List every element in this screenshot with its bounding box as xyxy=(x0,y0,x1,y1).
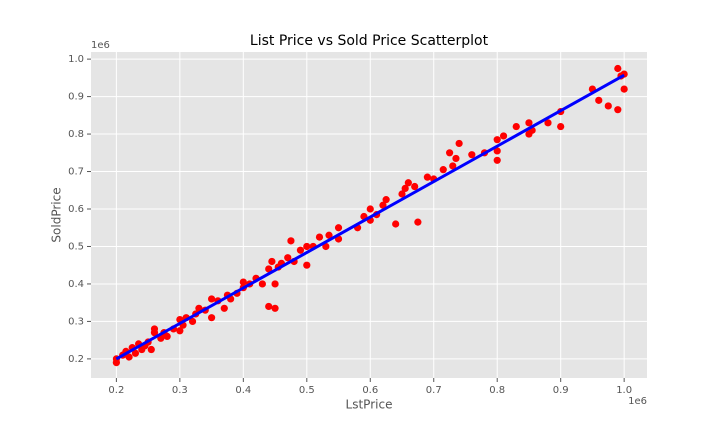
point xyxy=(125,353,133,361)
point xyxy=(271,304,279,312)
point xyxy=(150,325,159,333)
point xyxy=(455,139,463,148)
x-axis-label: LstPrice xyxy=(346,398,393,412)
point xyxy=(446,149,454,157)
point xyxy=(239,278,247,286)
point xyxy=(614,64,622,73)
point xyxy=(207,295,216,303)
point xyxy=(411,182,419,191)
x-tick-label: 0.3 xyxy=(172,385,188,396)
point xyxy=(604,102,612,110)
y-tick-label: 0.9 xyxy=(68,92,84,103)
point xyxy=(525,119,533,127)
point xyxy=(366,205,374,213)
chart-title: List Price vs Sold Price Scatterplot xyxy=(250,33,489,49)
point xyxy=(325,231,333,239)
point xyxy=(163,332,171,341)
point xyxy=(449,162,457,170)
point xyxy=(287,237,295,245)
x-offset-label: 1e6 xyxy=(628,396,647,407)
point xyxy=(131,349,140,357)
point xyxy=(379,201,387,209)
point xyxy=(493,156,501,164)
point xyxy=(296,246,305,254)
x-tick-label: 0.2 xyxy=(108,385,124,396)
y-tick-label: 0.2 xyxy=(68,354,84,365)
point xyxy=(499,132,508,140)
point xyxy=(265,265,273,273)
point xyxy=(265,302,273,311)
point xyxy=(284,254,292,262)
point xyxy=(557,122,565,131)
point xyxy=(176,327,184,335)
point xyxy=(268,257,276,266)
point xyxy=(322,242,330,251)
point xyxy=(398,190,406,198)
fit-line xyxy=(115,73,625,361)
point xyxy=(334,224,343,232)
y-offset-label: 1e6 xyxy=(91,40,110,51)
point xyxy=(595,96,603,104)
y-tick-label: 0.6 xyxy=(68,204,84,215)
point xyxy=(452,154,460,163)
point xyxy=(401,184,409,192)
y-tick-label: 0.8 xyxy=(68,129,84,140)
point xyxy=(620,85,628,93)
point xyxy=(512,122,520,131)
point xyxy=(147,345,155,354)
point xyxy=(493,136,501,144)
x-tick-label: 1.0 xyxy=(616,385,632,396)
y-tick-label: 0.7 xyxy=(68,167,84,178)
point xyxy=(271,280,279,288)
x-tick-label: 0.7 xyxy=(426,385,442,396)
point xyxy=(423,173,431,181)
point xyxy=(493,147,501,155)
x-tick-label: 0.4 xyxy=(235,385,251,396)
point xyxy=(207,314,216,322)
point xyxy=(303,242,311,251)
point xyxy=(468,151,476,159)
y-tick-label: 1.0 xyxy=(68,54,84,65)
point xyxy=(258,280,266,288)
x-tick-label: 0.6 xyxy=(362,385,378,396)
x-tick-label: 0.5 xyxy=(299,385,315,396)
point xyxy=(544,119,552,127)
y-axis-label: SoldPrice xyxy=(50,187,64,242)
point xyxy=(392,220,400,228)
point xyxy=(220,304,228,312)
point xyxy=(614,106,622,114)
x-tick-label: 0.9 xyxy=(553,385,569,396)
point xyxy=(315,233,324,241)
point xyxy=(404,179,412,187)
point xyxy=(382,196,390,204)
y-tick-label: 0.3 xyxy=(68,316,84,327)
y-tick-label: 0.4 xyxy=(68,279,84,290)
point xyxy=(414,218,422,226)
x-tick-label: 0.8 xyxy=(489,385,505,396)
point xyxy=(303,261,311,269)
point xyxy=(439,166,447,174)
point xyxy=(188,317,197,326)
y-tick-label: 0.5 xyxy=(68,241,84,252)
